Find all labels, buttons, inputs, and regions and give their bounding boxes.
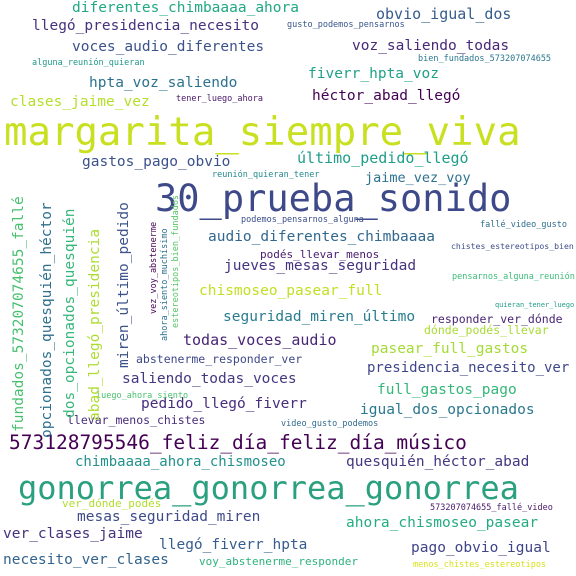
word-30-prueba-sonido: 30_prueba_sonido	[155, 177, 512, 220]
word-ahora-siento-muchisimo: vez_voy_abstenerme	[149, 221, 159, 314]
word-donde-podes-llevar: dónde_podés_llevar	[424, 323, 549, 337]
word-jueves-mesas-seguridad: jueves_mesas_seguridad	[224, 258, 417, 274]
word-clases-jaime-vez: clases_jaime_vez	[10, 94, 150, 110]
word-seguridad-miren-ultimo: seguridad_miren_último	[223, 309, 416, 325]
word-luego-ahora-siento: estereotipos_bien_fundados	[171, 194, 181, 328]
word-saliendo-todas-voces: saliendo_todas_voces	[122, 371, 297, 387]
word-menos-chistes-estereotipos: menos_chistes_estereotipos	[413, 560, 547, 570]
word-fundados-573207074655-falle: bien_fundados_573207074655	[418, 54, 552, 64]
word-falle-video-gusto: fallé_video_gusto	[480, 220, 567, 230]
word-estereotipos-bien-fundados: ahora_siento_muchísimo	[160, 228, 170, 341]
word-gonorrea-gonorrea-gonorrea: gonorrea_gonorrea_gonorrea	[18, 469, 519, 507]
word-gusto-podemos-pensarnos: tener_luego_ahora	[176, 94, 263, 104]
word-bien-fundados-573207074655: alguna_reunión_quieran	[32, 58, 145, 68]
word-opcionados-quesquien-hector: fundados_573207074655_fallé	[11, 196, 27, 432]
word-voy-abstenerme-responder: voy_abstenerme_responder	[199, 555, 358, 568]
word-reunion-quieran-tener: reunión_quieran_tener	[212, 170, 320, 180]
word-chismoseo-pasear-full: chismoseo_pasear_full	[199, 283, 383, 299]
word-llego-fiverr-hpta: llegó_fiverr_hpta	[159, 537, 308, 553]
word-gastos-pago-obvio: gastos_pago_obvio	[82, 154, 231, 170]
word-dos-opcionados-quesquien: opcionados_quesquién_héctor	[39, 202, 55, 438]
word-chimbaaaa-ahora-chismoseo: chimbaaaa_ahora_chismoseo	[75, 454, 286, 470]
word-pago-obvio-igual: pago_obvio_igual	[411, 540, 551, 556]
word-573128795546-feliz-dia-feliz-dia-musico: 573128795546_feliz_día_feliz_día_músico	[9, 431, 467, 454]
word-hpta-voz-saliendo: hpta_voz_saliendo	[89, 75, 238, 91]
word-jaime-vez-voy: jaime_vez_voy	[365, 170, 471, 186]
word-todas-voces-audio: todas_voces_audio	[183, 331, 337, 349]
word-full-gastos-pago: full_gastos_pago	[377, 382, 517, 398]
word-tener-luego-ahora: luego_ahora_siento	[96, 391, 189, 401]
word-ver-donde-podes: ver_dónde_podés	[62, 497, 162, 510]
word-chistes-estereotipos-bien: chistes_estereotipos_bien	[451, 241, 574, 251]
word-quesquien-hector-abad: quesquién_héctor_abad	[346, 454, 530, 470]
word-vez-voy-abstenerme: miren_último_pedido	[116, 202, 132, 368]
word-quieran-tener-luego: quieran_tener_luego	[495, 301, 575, 309]
word-abad-llego-presidencia: dos_opcionados_quesquién	[62, 208, 78, 418]
word-pensarnos-alguna-reunion: pensarnos_alguna_reunión	[452, 272, 575, 282]
word-ultimo-pedido-llego: último_pedido_llegó	[297, 149, 469, 167]
word-mesas-seguridad-miren: mesas_seguridad_miren	[77, 509, 261, 525]
word-hector-abad-llego: héctor_abad_llegó	[312, 88, 461, 104]
word-presidencia-necesito-ver: presidencia_necesito_ver	[367, 360, 570, 376]
word-voces-audio-diferentes: voces_audio_diferentes	[72, 39, 265, 55]
word-podemos-pensarnos-alguna: podemos_pensarnos_alguna	[241, 215, 364, 225]
word-abstenerme-responder-ver: abstenerme_responder_ver	[136, 352, 303, 366]
word-voz-saliendo-todas: voz_saliendo_todas	[352, 38, 510, 54]
word-podes-llevar-menos: podés_llevar_menos	[260, 248, 380, 261]
word-video-gusto-podemos: video_gusto_podemos	[281, 419, 379, 429]
word-igual-dos-opcionados: igual_dos_opcionados	[360, 402, 535, 418]
word-margarita-siempre-viva: margarita_siempre_viva	[4, 110, 521, 155]
word-llego-presidencia-necesito: llegó_presidencia_necesito	[32, 18, 259, 34]
word-fiverr-hpta-voz: fiverr_hpta_voz	[308, 66, 439, 82]
word-alguna-reunion-quieran: gusto_podemos_pensarnos	[287, 20, 405, 30]
word-obvio-igual-dos: obvio_igual_dos	[376, 5, 512, 23]
word-diferentes-chimbaaaa-ahora: diferentes_chimbaaaa_ahora	[72, 0, 299, 16]
word-audio-diferentes-chimbaaaa: audio_diferentes_chimbaaaa	[208, 229, 435, 245]
word-llevar-menos-chistes: llevar_menos_chistes	[67, 413, 206, 427]
word-ahora-chismoseo-pasear: ahora_chismoseo_pasear	[346, 515, 539, 531]
word-pedido-llego-fiverr: pedido_llegó_fiverr	[141, 396, 307, 412]
word-miren-ultimo-pedido: abad_llegó_presidencia	[87, 228, 103, 421]
word-ver-clases-jaime: ver_clases_jaime	[3, 526, 143, 542]
word-pasear-full-gastos: pasear_full_gastos	[371, 341, 529, 357]
word-necesito-ver-clases: necesito_ver_clases	[3, 552, 169, 568]
word-responder-ver-donde: responder_ver_dónde	[431, 312, 563, 326]
word-573207074655-falle-video: 573207074655_fallé_video	[430, 503, 553, 513]
